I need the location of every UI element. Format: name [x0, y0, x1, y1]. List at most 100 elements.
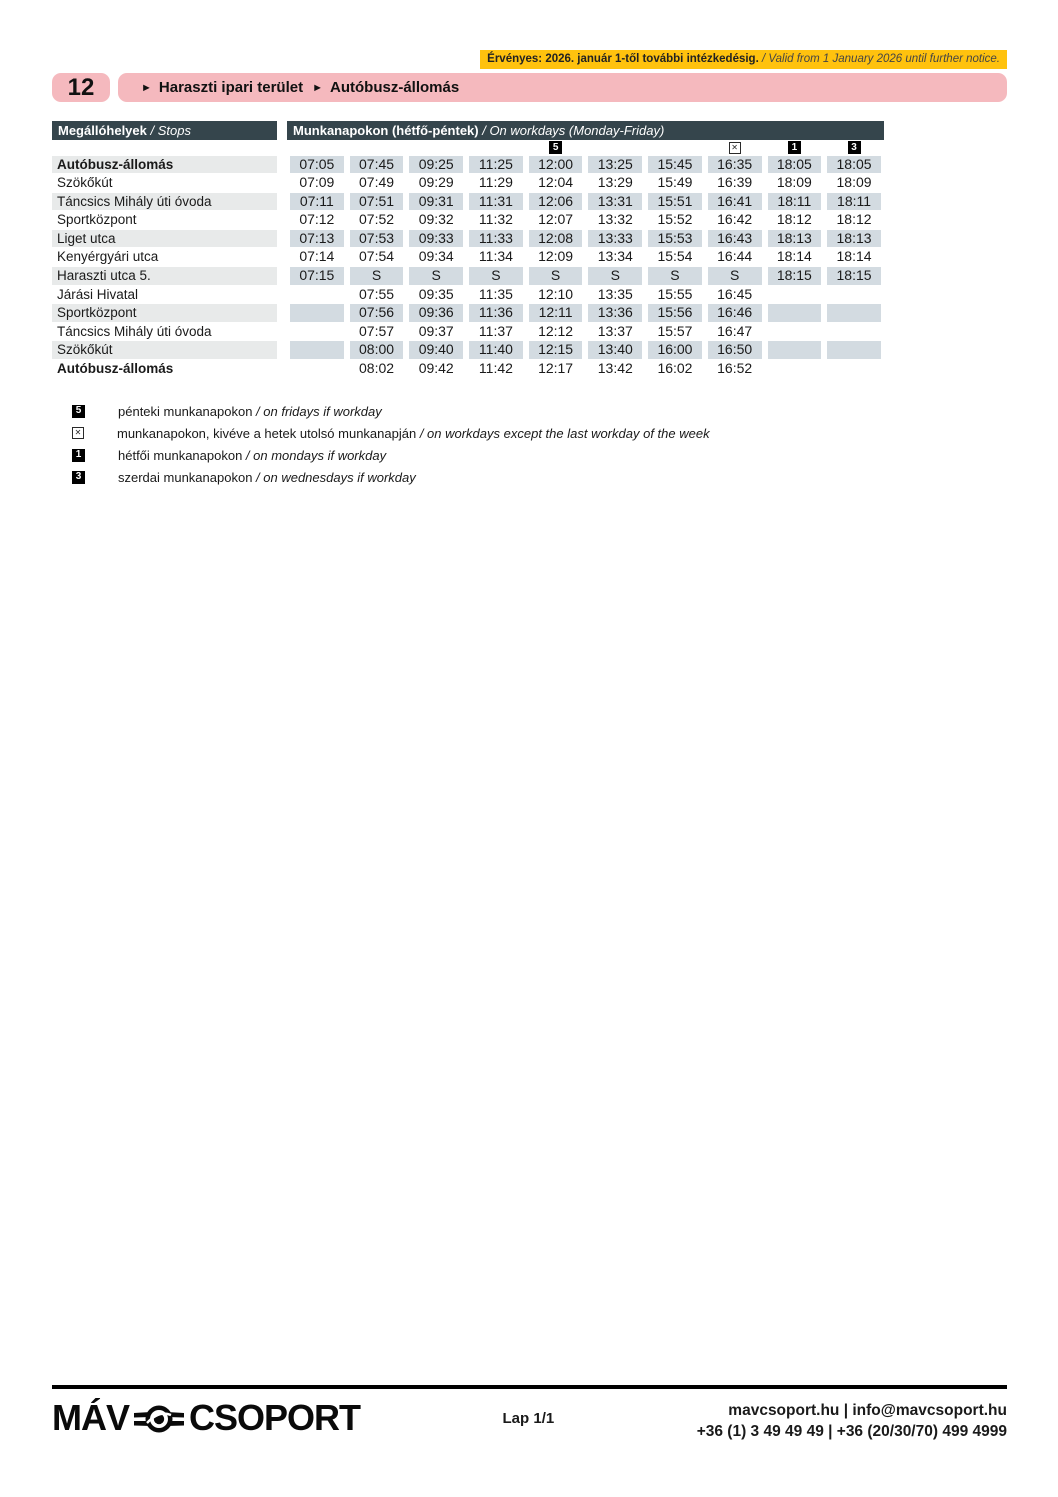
- time-cell: 18:13: [767, 229, 822, 248]
- time-cell: S: [349, 267, 404, 285]
- table-row: Haraszti utca 5. 07:15 S S S S S S S 18:15 18:15: [52, 267, 884, 286]
- stops-header-en: / Stops: [146, 123, 191, 138]
- time-cell: [827, 360, 881, 378]
- time-cell: 12:07: [538, 211, 574, 228]
- boxed-1-symbol: 1: [72, 448, 85, 462]
- time-cell: [827, 304, 881, 322]
- time-cell: 11:25: [469, 155, 523, 174]
- time-cell: 07:11: [290, 192, 344, 211]
- workdays-header-en: / On workdays (Monday-Friday): [478, 123, 665, 138]
- boxed-x-symbol: ✕: [72, 427, 84, 440]
- boxed-1-symbol: 1: [787, 141, 801, 154]
- time-cell: 11:29: [478, 174, 513, 191]
- time-cell: 16:42: [717, 211, 753, 228]
- time-cell: 13:35: [597, 285, 633, 302]
- time-cell: [290, 286, 344, 304]
- time-cell: 18:12: [776, 211, 812, 228]
- boxed-5-symbol: 5: [72, 404, 85, 418]
- route-title: ► Haraszti ipari terület ► Autóbusz-állomás: [118, 73, 1007, 102]
- time-cell: 11:32: [478, 211, 513, 228]
- table-row: Autóbusz-állomás 08:02 09:42 11:42 12:17 13:4…: [52, 360, 884, 379]
- stop-name: Autóbusz-állomás: [57, 361, 174, 377]
- time-cell: 07:53: [349, 229, 404, 248]
- time-cell: 09:25: [409, 155, 464, 174]
- footer-contacts: mavcsoport.hu | info@mavcsoport.hu +36 (…: [697, 1400, 1007, 1442]
- time-cell: [768, 323, 822, 341]
- time-cell: 15:53: [648, 229, 702, 248]
- time-cell: [290, 304, 344, 322]
- stop-name: Szökőkút: [52, 341, 277, 360]
- boxed-3-symbol: 3: [847, 141, 861, 154]
- time-cell: 16:43: [707, 229, 762, 248]
- time-cell: 07:54: [359, 248, 395, 265]
- time-cell: 16:52: [717, 360, 753, 377]
- time-cell: 11:33: [469, 229, 523, 248]
- legend: 5 pénteki munkanapokon / on fridays if wo…: [52, 400, 1007, 488]
- column-symbols-row: 5 ✕ 1 3: [52, 140, 884, 155]
- time-cell: 16:45: [717, 285, 753, 302]
- time-cell: 11:31: [469, 192, 523, 211]
- stop-name: Sportközpont: [52, 304, 277, 322]
- time-cell: 12:17: [538, 360, 574, 377]
- legend-text-en: / on workdays except the last workday of…: [416, 425, 710, 441]
- time-cell: [827, 323, 881, 341]
- time-cell: 15:57: [657, 322, 693, 339]
- footer-web: mavcsoport.hu | info@mavcsoport.hu: [728, 1402, 1007, 1419]
- mav-csoport-logo: MÁV CSOPORT: [52, 1397, 361, 1439]
- stop-name: Haraszti utca 5.: [52, 267, 277, 285]
- time-cell: [767, 304, 822, 322]
- time-cell: 09:37: [418, 322, 454, 339]
- boxed-3-symbol: 3: [72, 470, 85, 484]
- time-cell: 11:35: [478, 285, 513, 302]
- time-cell: [827, 286, 881, 304]
- stop-name: Autóbusz-állomás: [52, 155, 277, 174]
- time-cell: 13:34: [597, 248, 633, 265]
- legend-text: pénteki munkanapokon / on fridays if wor…: [118, 404, 382, 419]
- table-row: Sportközpont 07:12 07:52 09:32 11:32 12:07 13:…: [52, 211, 884, 230]
- time-cell: 18:11: [767, 192, 822, 211]
- time-cell: 07:15: [290, 267, 344, 285]
- time-cell: 07:13: [290, 229, 344, 248]
- footer-divider: [52, 1385, 1007, 1389]
- route-number: 12: [52, 73, 110, 102]
- time-cell: 09:35: [418, 285, 454, 302]
- time-cell: 09:36: [409, 304, 464, 322]
- time-cell: 11:36: [469, 304, 523, 322]
- table-row: Táncsics Mihály úti óvoda 07:57 09:37 11:37…: [52, 322, 884, 341]
- time-cell: 11:37: [478, 322, 513, 339]
- time-cell: 18:15: [767, 267, 822, 285]
- legend-text-hu: pénteki munkanapokon: [118, 403, 253, 419]
- table-row: Liget utca 07:13 07:53 09:33 11:33 12:08 13:33…: [52, 229, 884, 248]
- time-cell: 08:00: [349, 341, 404, 360]
- time-cell: 15:56: [648, 304, 702, 322]
- time-cell: 16:47: [717, 322, 753, 339]
- time-cell: 13:36: [588, 304, 643, 322]
- time-cell: [290, 323, 344, 341]
- time-cell: S: [469, 267, 523, 285]
- stops-column-header: Megállóhelyek / Stops: [52, 121, 277, 140]
- stops-header-hu: Megállóhelyek: [58, 123, 147, 138]
- time-cell: 07:14: [299, 248, 335, 265]
- legend-text-en: / on wednesdays if workday: [252, 469, 416, 485]
- arrow-right-icon: ►: [141, 82, 152, 94]
- time-cell: 16:35: [707, 155, 762, 174]
- time-cell: 18:05: [827, 155, 881, 174]
- time-cell: [290, 341, 344, 360]
- legend-text-hu: munkanapokon, kivéve a hetek utolsó munk…: [117, 425, 417, 441]
- time-cell: 07:52: [359, 211, 395, 228]
- workdays-header-hu: Munkanapokon (hétfő-péntek): [293, 123, 479, 138]
- legend-text-hu: szerdai munkanapokon: [118, 469, 253, 485]
- time-cell: 07:45: [349, 155, 404, 174]
- time-cell: 18:14: [836, 248, 872, 265]
- time-cell: [768, 286, 822, 304]
- stop-name: Táncsics Mihály úti óvoda: [52, 192, 277, 211]
- time-cell: 13:42: [597, 360, 633, 377]
- time-cell: 15:45: [648, 155, 702, 174]
- time-cell: 15:54: [657, 248, 693, 265]
- time-cell: 07:49: [359, 174, 395, 191]
- time-cell: 13:32: [597, 211, 633, 228]
- table-header: Megállóhelyek / Stops Munkanapokon (hétf…: [52, 121, 884, 140]
- time-cell: 18:11: [827, 192, 881, 211]
- time-cell: 12:04: [538, 174, 574, 191]
- time-cell: 13:25: [588, 155, 643, 174]
